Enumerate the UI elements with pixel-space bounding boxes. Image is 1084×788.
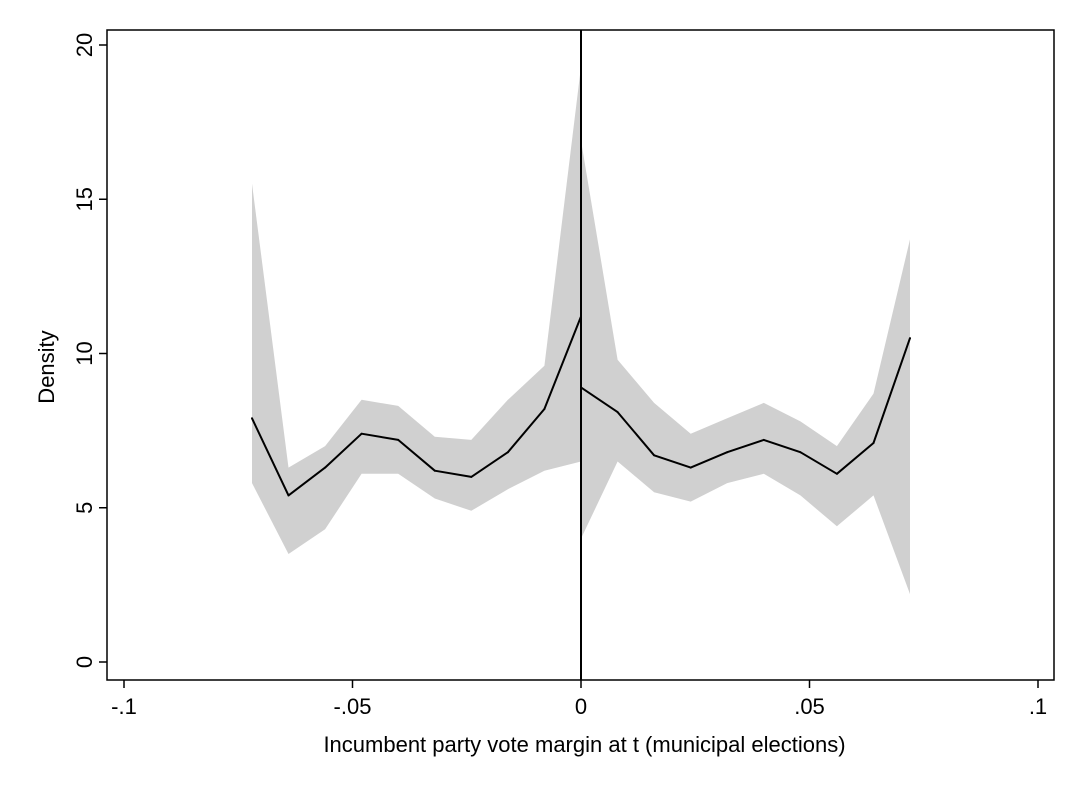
x-tick-label: -.1: [111, 694, 137, 719]
density-point-left: [397, 438, 400, 441]
y-tick-label: 15: [72, 187, 97, 211]
density-point-right: [653, 454, 656, 457]
x-axis-title: Incumbent party vote margin at t (munici…: [323, 732, 845, 757]
y-tick-label: 5: [72, 502, 97, 514]
y-axis-title: Density: [34, 330, 59, 403]
y-tick-label: 10: [72, 341, 97, 365]
density-point-left: [360, 432, 363, 435]
confidence-band-right: [581, 140, 910, 595]
density-point-right: [872, 442, 875, 444]
density-point-right: [726, 451, 729, 454]
x-tick-label: .05: [794, 694, 825, 719]
density-line-right: [580, 337, 911, 475]
confidence-bands: [252, 66, 910, 595]
x-tick-label: .1: [1029, 694, 1047, 719]
density-point-right: [616, 411, 619, 414]
y-tick-label: 20: [72, 33, 97, 57]
density-point-left: [470, 475, 473, 478]
density-point-right: [799, 451, 802, 454]
density-point-left: [433, 469, 436, 472]
density-point-left: [324, 466, 327, 469]
x-tick-label: 0: [575, 694, 587, 719]
density-point-left: [251, 417, 253, 420]
density-point-left: [287, 494, 290, 497]
density-point-left: [543, 408, 546, 410]
density-point-left: [506, 451, 509, 454]
density-point-right: [909, 337, 911, 340]
y-tick-label: 0: [72, 656, 97, 668]
density-point-right: [689, 466, 692, 469]
density-line-left: [251, 316, 582, 497]
density-point-right: [762, 438, 765, 441]
x-axis: -.1 -.05 0 .05 .1: [111, 680, 1047, 719]
density-point-right: [835, 472, 838, 475]
density-lines: [251, 315, 911, 497]
x-tick-label: -.05: [334, 694, 372, 719]
confidence-band-left: [252, 66, 581, 554]
y-axis: 0 5 10 15 20: [72, 33, 107, 668]
